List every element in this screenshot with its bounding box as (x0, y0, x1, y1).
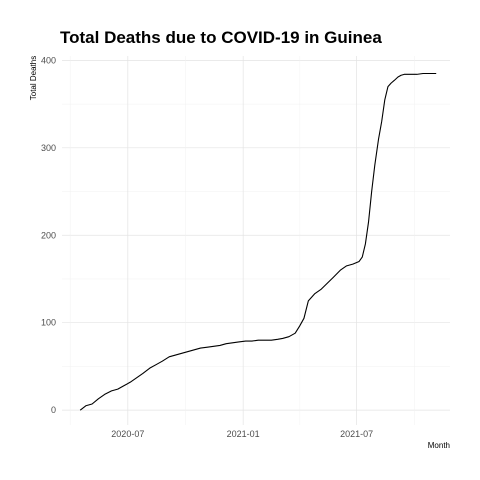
y-axis-ticks: 0 100 200 300 400 (41, 55, 56, 415)
x-tick-label: 2021-07 (340, 429, 373, 439)
y-tick-label: 0 (51, 405, 56, 415)
y-tick-label: 200 (41, 230, 56, 240)
x-tick-label: 2021-01 (227, 429, 260, 439)
x-axis-title: Month (428, 441, 450, 450)
y-tick-label: 300 (41, 143, 56, 153)
x-tick-label: 2020-07 (111, 429, 144, 439)
y-tick-label: 400 (41, 55, 56, 65)
series-line (79, 72, 437, 411)
x-axis-ticks: 2020-07 2021-01 2021-07 (111, 429, 373, 439)
y-tick-label: 100 (41, 318, 56, 328)
grid (62, 56, 450, 425)
y-axis-title: Total Deaths (29, 56, 38, 100)
chart-title: Total Deaths due to COVID-19 in Guinea (60, 28, 382, 47)
